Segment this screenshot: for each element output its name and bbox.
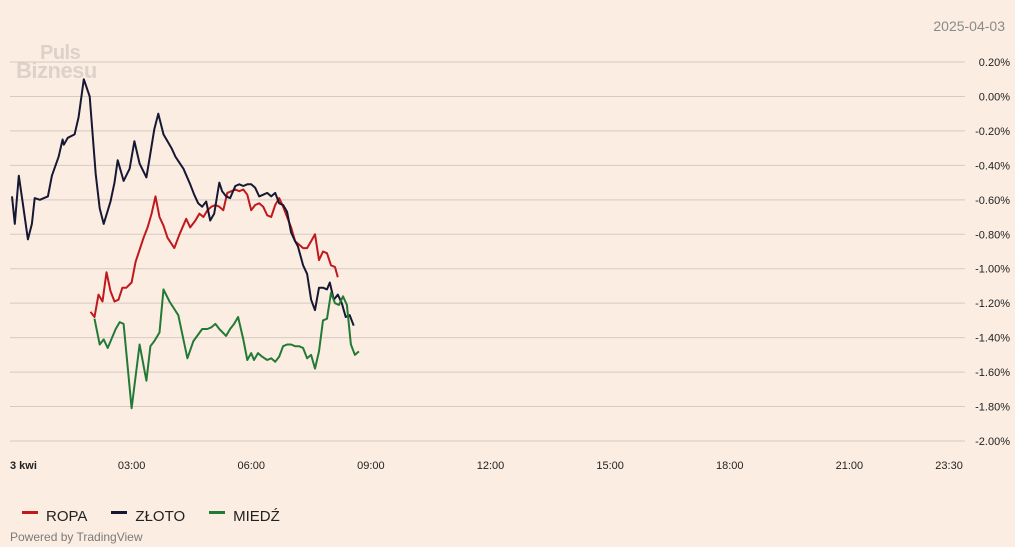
- legend-swatch-ropa: [22, 511, 38, 514]
- x-axis: 3 kwi 03:00 06:00 09:00 12:00 15:00 18:00 21:00…: [10, 460, 963, 472]
- powered-by-tradingview[interactable]: Powered by TradingView: [10, 530, 143, 544]
- y-tick-label: -1.40%: [975, 333, 1010, 345]
- date-label: 2025-04-03: [933, 18, 1005, 34]
- logo-line-1: Puls: [40, 42, 81, 64]
- logo-line-2: Biznesu: [16, 58, 97, 83]
- y-tick-label: -1.80%: [975, 402, 1010, 414]
- legend-swatch-miedz: [209, 511, 226, 514]
- y-tick-label: -1.20%: [975, 298, 1010, 310]
- chart-legend: ROPA ZŁOTO MIEDŹ: [22, 508, 280, 525]
- legend-label-zloto: ZŁOTO: [135, 508, 186, 525]
- y-tick-label: 0.20%: [979, 57, 1010, 69]
- x-tick-label: 09:00: [357, 460, 385, 472]
- y-tick-label: -0.60%: [975, 195, 1010, 207]
- x-tick-label: 15:00: [596, 460, 624, 472]
- series-lines: [11, 78, 360, 410]
- series-line-ropa: [89, 188, 339, 318]
- x-tick-label: 21:00: [836, 460, 864, 472]
- x-tick-label: 18:00: [716, 460, 744, 472]
- y-axis: 0.20% 0.00% -0.20% -0.40% -0.60% -0.80% -1.00%…: [975, 57, 1010, 448]
- x-tick-label: 12:00: [477, 460, 505, 472]
- y-tick-label: -1.60%: [975, 367, 1010, 379]
- legend-item-miedz[interactable]: MIEDŹ: [209, 508, 280, 525]
- puls-biznesu-logo: Puls Biznesu: [16, 42, 97, 83]
- x-tick-label: 06:00: [237, 460, 265, 472]
- legend-item-ropa[interactable]: ROPA: [22, 508, 87, 525]
- x-tick-label: 3 kwi: [10, 460, 37, 472]
- x-tick-label: 03:00: [118, 460, 146, 472]
- legend-item-zloto[interactable]: ZŁOTO: [111, 508, 185, 525]
- y-tick-label: -0.20%: [975, 126, 1010, 138]
- legend-label-miedz: MIEDŹ: [233, 508, 280, 525]
- x-tick-label: 23:30: [935, 460, 963, 472]
- y-tick-label: -1.00%: [975, 264, 1010, 276]
- legend-label-ropa: ROPA: [46, 508, 88, 525]
- series-line-miedź: [93, 288, 360, 410]
- series-line-złoto: [11, 78, 355, 326]
- legend-swatch-zloto: [111, 511, 128, 514]
- y-tick-label: 0.00%: [979, 91, 1010, 103]
- y-tick-label: -0.40%: [975, 160, 1010, 172]
- grid-lines: [10, 61, 965, 442]
- y-tick-label: -0.80%: [975, 229, 1010, 241]
- y-tick-label: -2.00%: [975, 436, 1010, 448]
